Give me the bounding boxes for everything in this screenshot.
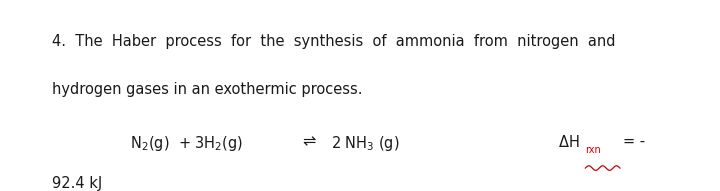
Text: $\rightleftharpoons$: $\rightleftharpoons$	[299, 134, 317, 149]
Text: 2 NH$_3$ (g): 2 NH$_3$ (g)	[331, 134, 400, 153]
Text: N$_2$(g)  + 3H$_2$(g): N$_2$(g) + 3H$_2$(g)	[130, 134, 243, 153]
Text: 4.  The  Haber  process  for  the  synthesis  of  ammonia  from  nitrogen  and: 4. The Haber process for the synthesis o…	[52, 34, 616, 49]
Text: hydrogen gases in an exothermic process.: hydrogen gases in an exothermic process.	[52, 82, 362, 97]
Text: $\Delta$H: $\Delta$H	[558, 134, 580, 150]
Text: = -: = -	[623, 134, 645, 149]
Text: 92.4 kJ: 92.4 kJ	[52, 176, 102, 191]
Text: rxn: rxn	[585, 145, 601, 155]
